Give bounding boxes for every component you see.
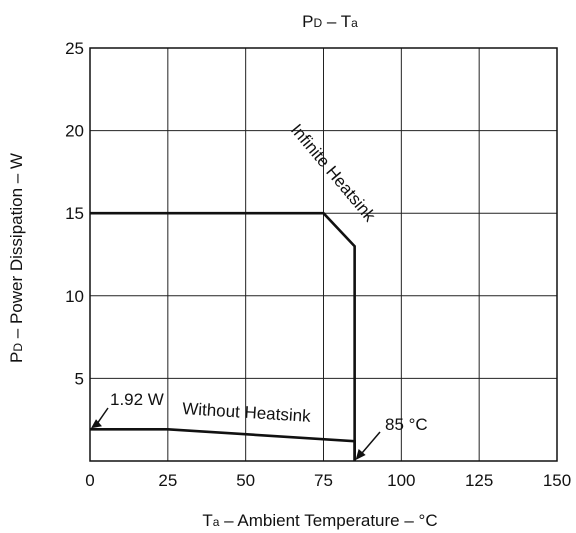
x-tick-label: 100 [387, 471, 415, 490]
plot-frame [89, 47, 558, 462]
grid [90, 48, 557, 461]
y-tick-label: 25 [65, 39, 84, 58]
y-tick-label: 15 [65, 204, 84, 223]
x-tick-label: 0 [85, 471, 94, 490]
series-line-without-heatsink [90, 427, 356, 461]
series-label-without-heatsink: Without Heatsink [182, 399, 312, 426]
x-tick-label: 125 [465, 471, 493, 490]
x-tick-labels: 0 25 50 75 100 125 150 [85, 471, 571, 490]
y-tick-labels: 5 10 15 20 25 [65, 39, 84, 388]
x-tick-label: 75 [314, 471, 333, 490]
x-axis-label: Ta – Ambient Temperature – °C [202, 511, 437, 530]
annotation-1-92w: 1.92 W [110, 390, 164, 409]
series-lines [90, 211, 356, 461]
annotations: Infinite Heatsink Without Heatsink 1.92 W 8… [91, 120, 428, 460]
y-tick-label: 5 [75, 369, 84, 388]
series-line-infinite-heatsink [90, 211, 356, 461]
series-label-infinite-heatsink: Infinite Heatsink [287, 120, 380, 225]
annotation-85c: 85 °C [385, 415, 428, 434]
chart-title: PD – Ta [302, 12, 358, 31]
x-tick-label: 150 [543, 471, 571, 490]
y-tick-label: 20 [65, 122, 84, 141]
x-tick-label: 50 [236, 471, 255, 490]
y-tick-label: 10 [65, 287, 84, 306]
x-tick-label: 25 [158, 471, 177, 490]
annotation-arrowhead-1-92w [91, 419, 102, 429]
annotation-arrowhead-85c [355, 449, 366, 460]
y-axis-label: PD – Power Dissipation – W [7, 153, 26, 363]
